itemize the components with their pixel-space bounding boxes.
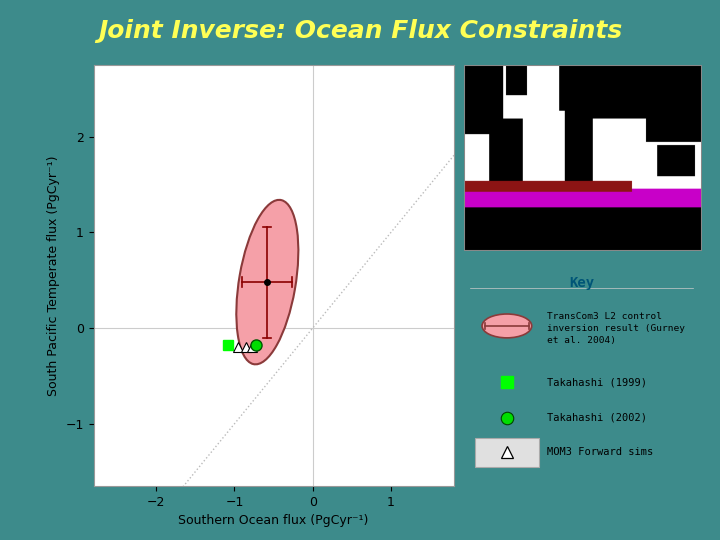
Text: Joint Inverse: Ocean Flux Constraints: Joint Inverse: Ocean Flux Constraints (98, 19, 622, 43)
Y-axis label: South Pacific Temperate flux (PgCyr⁻¹): South Pacific Temperate flux (PgCyr⁻¹) (47, 155, 60, 396)
Ellipse shape (482, 314, 531, 338)
FancyBboxPatch shape (474, 437, 539, 467)
Text: Takahashi (2002): Takahashi (2002) (546, 413, 647, 423)
Text: TransCom3 L2 control
inversion result (Gurney
et al. 2004): TransCom3 L2 control inversion result (G… (546, 312, 685, 345)
Text: MOM3 Forward sims: MOM3 Forward sims (546, 447, 653, 457)
Text: Key: Key (569, 276, 594, 290)
Ellipse shape (236, 200, 298, 364)
X-axis label: Southern Ocean flux (PgCyr⁻¹): Southern Ocean flux (PgCyr⁻¹) (179, 514, 369, 527)
Text: Takahashi (1999): Takahashi (1999) (546, 377, 647, 387)
